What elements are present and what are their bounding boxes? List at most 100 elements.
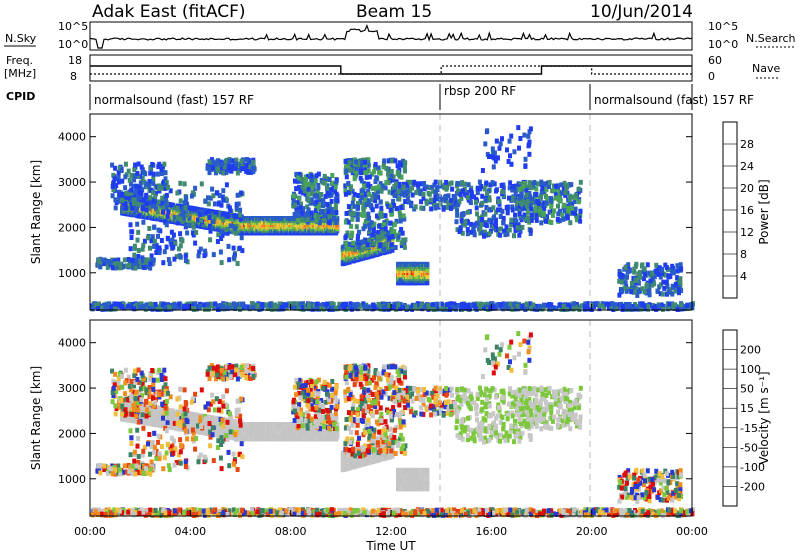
- echo-cell: [446, 193, 451, 199]
- echo-cell: [337, 301, 342, 307]
- freq-panel: Freq. [MHz] 18 8 60 0 Nave: [4, 54, 780, 83]
- echo-cell: [426, 305, 431, 311]
- echo-cell: [352, 191, 357, 197]
- echo-cell: [121, 202, 126, 208]
- echo-cell: [379, 188, 384, 194]
- echo-cell: [406, 192, 410, 198]
- figure-title: Adak East (fitACF): [92, 2, 246, 22]
- echo-cell: [435, 187, 440, 192]
- echo-cell: [395, 163, 400, 169]
- echo-cell: [358, 175, 363, 181]
- echo-cell: [429, 305, 434, 311]
- echo-cell: [150, 203, 155, 209]
- echo-cell: [401, 237, 406, 243]
- echo-cell: [116, 175, 121, 180]
- echo-cell: [483, 222, 488, 228]
- y-tick-label: 4000: [58, 131, 86, 144]
- echo-cell: [498, 232, 503, 238]
- echo-cell: [307, 212, 312, 218]
- echo-cell: [132, 167, 137, 173]
- echo-cell: [111, 172, 116, 178]
- echo-cell: [286, 301, 291, 307]
- echo-cell: [544, 186, 549, 192]
- echo-cell: [516, 222, 521, 228]
- echo-cell: [363, 223, 368, 229]
- echo-cell: [659, 282, 663, 288]
- echo-cell: [562, 208, 567, 214]
- echo-cell: [102, 257, 107, 263]
- echo-cell: [496, 207, 500, 213]
- echo-cell: [632, 266, 637, 272]
- echo-cell: [366, 181, 371, 187]
- echo-cell: [166, 209, 171, 215]
- echo-cell: [344, 168, 349, 174]
- echo-cell: [313, 208, 318, 214]
- echo-cell: [381, 164, 386, 170]
- echo-cell: [573, 210, 577, 216]
- echo-cell: [517, 196, 522, 201]
- noise-panel-frame: [89, 21, 693, 51]
- echo-cell: [136, 193, 141, 199]
- echo-cell: [159, 185, 164, 191]
- echo-cell: [334, 191, 339, 197]
- echo-cell: [234, 205, 239, 211]
- echo-cell: [359, 178, 364, 184]
- echo-cell: [661, 279, 666, 285]
- echo-cell: [414, 189, 419, 195]
- echo-cell: [136, 254, 141, 259]
- echo-cell: [350, 245, 355, 251]
- echo-cell: [422, 181, 426, 186]
- echo-cell: [402, 164, 407, 170]
- echo-cell: [196, 217, 200, 223]
- echo-cell: [128, 181, 133, 187]
- echo-cell: [399, 204, 404, 210]
- echo-cell: [522, 205, 527, 211]
- echo-cell: [302, 188, 307, 194]
- echo-cell: [295, 200, 300, 206]
- echo-cell: [167, 261, 172, 267]
- echo-cell: [671, 284, 676, 290]
- echo-cell: [487, 207, 492, 213]
- echo-cell: [466, 182, 471, 188]
- echo-cell: [624, 288, 629, 294]
- echo-cell: [174, 254, 179, 260]
- echo-cell: [536, 181, 540, 187]
- echo-cell: [330, 306, 335, 312]
- echo-cell: [491, 205, 496, 211]
- echo-cell: [489, 223, 494, 229]
- echo-cell: [453, 196, 458, 202]
- echo-cell: [214, 170, 218, 176]
- echo-cell: [498, 207, 503, 213]
- noise-left-tick-top: 10^5: [58, 20, 88, 33]
- echo-cell: [147, 179, 152, 184]
- echo-cell: [669, 305, 674, 311]
- echo-cell: [490, 180, 495, 186]
- echo-cell: [583, 301, 588, 307]
- echo-cell: [572, 301, 577, 307]
- echo-cell: [223, 196, 228, 202]
- echo-cell: [220, 164, 224, 170]
- echo-cell: [671, 267, 676, 273]
- echo-cell: [514, 218, 519, 224]
- echo-cell: [402, 241, 407, 247]
- power-echo-cells: [90, 125, 695, 312]
- echo-cell: [460, 212, 465, 217]
- echo-cell: [215, 158, 220, 164]
- echo-cell: [118, 261, 123, 267]
- echo-cell: [517, 225, 522, 231]
- echo-cell: [352, 176, 357, 182]
- echo-cell: [218, 303, 223, 308]
- echo-cell: [638, 274, 643, 280]
- echo-cell: [321, 198, 326, 204]
- echo-cell: [305, 217, 310, 222]
- echo-cell: [460, 230, 465, 236]
- echo-cell: [355, 236, 360, 241]
- echo-cell: [227, 205, 232, 211]
- echo-cell: [327, 177, 332, 182]
- echo-cell: [617, 278, 622, 284]
- echo-cell: [212, 201, 217, 207]
- echo-cell: [234, 230, 239, 236]
- echo-cell: [161, 301, 166, 307]
